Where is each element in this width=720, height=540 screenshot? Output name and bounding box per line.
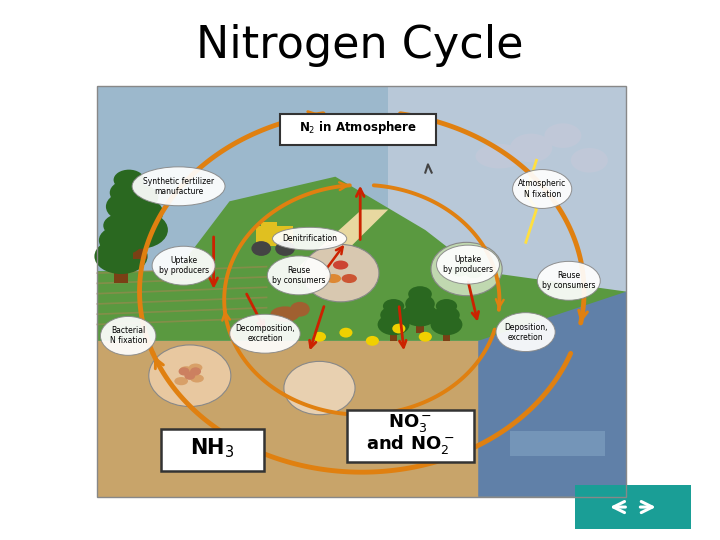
Ellipse shape — [111, 211, 168, 249]
Circle shape — [339, 328, 353, 338]
Circle shape — [392, 323, 405, 334]
Ellipse shape — [513, 170, 572, 208]
Text: Nitrogen Cycle: Nitrogen Cycle — [197, 24, 523, 68]
Circle shape — [275, 241, 295, 256]
Ellipse shape — [109, 180, 148, 206]
Circle shape — [290, 302, 310, 316]
Ellipse shape — [383, 299, 404, 313]
Bar — [388, 86, 626, 292]
Circle shape — [184, 372, 195, 380]
Ellipse shape — [106, 191, 152, 222]
Ellipse shape — [377, 314, 410, 335]
Ellipse shape — [436, 245, 500, 284]
Ellipse shape — [451, 267, 467, 276]
Text: NH$_3$: NH$_3$ — [190, 436, 235, 460]
Ellipse shape — [459, 259, 474, 268]
Text: Reuse
by consumers: Reuse by consumers — [542, 271, 595, 291]
Circle shape — [190, 367, 201, 375]
Text: N$_2$ in Atmosphere: N$_2$ in Atmosphere — [299, 119, 417, 136]
Ellipse shape — [273, 227, 347, 250]
Ellipse shape — [99, 226, 143, 255]
Ellipse shape — [174, 377, 188, 385]
Ellipse shape — [408, 286, 432, 302]
Ellipse shape — [152, 246, 215, 285]
Ellipse shape — [114, 170, 144, 190]
Circle shape — [302, 245, 379, 302]
Polygon shape — [478, 292, 626, 497]
Polygon shape — [298, 210, 388, 267]
Ellipse shape — [267, 256, 330, 295]
Ellipse shape — [380, 306, 407, 324]
Ellipse shape — [341, 274, 357, 283]
Bar — [132, 226, 147, 259]
Ellipse shape — [436, 299, 457, 313]
Ellipse shape — [510, 133, 552, 163]
Bar — [114, 253, 127, 284]
Polygon shape — [97, 177, 626, 341]
Bar — [575, 485, 691, 529]
Ellipse shape — [537, 261, 600, 300]
Text: Denitrification: Denitrification — [282, 234, 337, 243]
Circle shape — [431, 242, 502, 296]
Ellipse shape — [94, 239, 148, 274]
Ellipse shape — [230, 314, 300, 353]
Ellipse shape — [496, 313, 555, 352]
Bar — [97, 86, 626, 497]
Text: Uptake
by producers: Uptake by producers — [158, 256, 209, 275]
FancyBboxPatch shape — [161, 429, 264, 471]
Ellipse shape — [571, 148, 608, 173]
Ellipse shape — [433, 306, 460, 324]
Bar — [256, 226, 293, 246]
Circle shape — [251, 241, 271, 256]
Bar — [510, 431, 606, 456]
Text: Uptake
by producers: Uptake by producers — [443, 255, 493, 274]
Ellipse shape — [466, 268, 482, 278]
Bar — [261, 222, 277, 234]
Ellipse shape — [132, 167, 225, 206]
Circle shape — [366, 336, 379, 346]
Ellipse shape — [271, 306, 300, 322]
Circle shape — [179, 367, 189, 375]
Ellipse shape — [101, 316, 156, 355]
Circle shape — [313, 332, 326, 342]
Circle shape — [149, 345, 231, 407]
Ellipse shape — [116, 197, 163, 228]
Text: and NO$_2^-$: and NO$_2^-$ — [366, 433, 454, 456]
Bar — [443, 322, 451, 341]
Text: Decomposition,
excretion: Decomposition, excretion — [235, 324, 294, 343]
Ellipse shape — [190, 374, 204, 382]
Ellipse shape — [333, 260, 348, 269]
FancyBboxPatch shape — [347, 410, 474, 462]
Ellipse shape — [402, 303, 438, 326]
Bar — [97, 341, 626, 497]
Ellipse shape — [325, 274, 341, 283]
Ellipse shape — [476, 144, 523, 168]
Text: Deposition,
excretion: Deposition, excretion — [504, 322, 547, 342]
Circle shape — [284, 361, 355, 415]
Bar — [390, 322, 397, 341]
Ellipse shape — [431, 314, 462, 335]
Ellipse shape — [179, 366, 193, 374]
Bar — [415, 312, 424, 333]
FancyBboxPatch shape — [280, 114, 436, 145]
Text: Atmospheric
N fixation: Atmospheric N fixation — [518, 179, 567, 199]
Ellipse shape — [544, 123, 582, 148]
Bar — [97, 86, 626, 497]
Circle shape — [419, 332, 432, 342]
Text: Synthetic fertilizer
manufacture: Synthetic fertilizer manufacture — [143, 177, 214, 196]
Bar — [123, 204, 135, 230]
Ellipse shape — [103, 214, 139, 238]
Ellipse shape — [189, 363, 202, 372]
Ellipse shape — [121, 185, 158, 210]
Text: Bacterial
N fixation: Bacterial N fixation — [109, 326, 147, 346]
Text: NO$_3^-$: NO$_3^-$ — [388, 412, 433, 434]
Text: Reuse
by consumers: Reuse by consumers — [272, 266, 325, 285]
Ellipse shape — [405, 294, 435, 314]
